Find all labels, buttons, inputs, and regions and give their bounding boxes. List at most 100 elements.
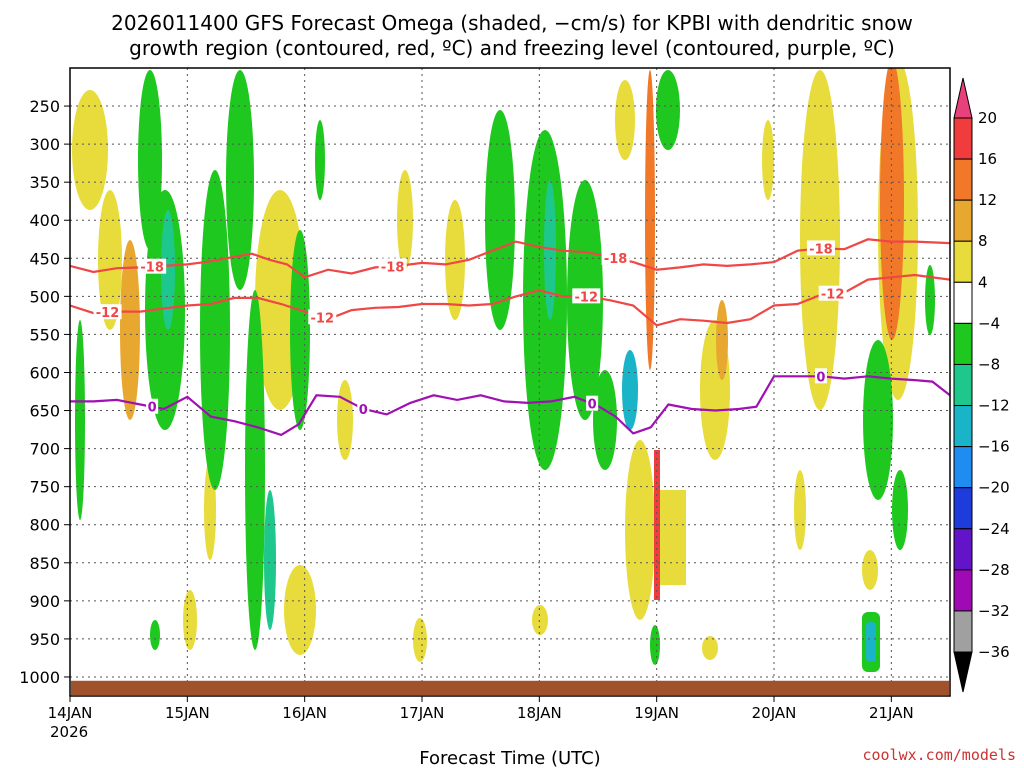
contour-label: -12 [821, 288, 845, 303]
omega-blob [413, 618, 427, 662]
omega-blob [264, 490, 276, 630]
omega-blob [650, 625, 660, 665]
y-tick-label: 250 [29, 97, 60, 116]
contour-label-background [814, 368, 827, 384]
omega-blob [75, 320, 85, 520]
x-tick-label: 17JAN [400, 704, 445, 722]
omega-blob [863, 340, 893, 500]
contour-line--18 [70, 238, 950, 279]
plot-frame [69, 67, 951, 697]
chart-title-line-1: 2026011400 GFS Forecast Omega (shaded, −… [111, 11, 913, 35]
colorbar-segment [953, 405, 973, 448]
omega-blob [337, 380, 353, 460]
y-tick-label: 1000 [19, 668, 60, 687]
omega-blob [593, 370, 617, 470]
omega-blob [183, 590, 197, 650]
omega-blob [702, 636, 718, 660]
colorbar-label: −4 [978, 314, 1000, 332]
omega-blob [200, 170, 230, 490]
grid-lines [70, 68, 950, 696]
contour-label-background [601, 250, 630, 266]
colorbar-segment [953, 199, 973, 242]
omega-blob [150, 620, 160, 650]
colorbar-label: −20 [978, 479, 1010, 497]
y-tick-label: 700 [29, 440, 60, 459]
colorbar-label: 8 [978, 232, 988, 250]
omega-blob [866, 622, 876, 662]
temperature-contours [70, 238, 950, 437]
omega-blob [660, 490, 686, 585]
y-tick-label: 350 [29, 173, 60, 192]
y-tick-label: 750 [29, 478, 60, 497]
contour-line-0 [70, 375, 950, 437]
y-tick-label: 900 [29, 592, 60, 611]
omega-blob [445, 200, 465, 320]
omega-blob [622, 350, 638, 430]
omega-blob [532, 605, 548, 635]
omega-blob [625, 440, 655, 620]
y-tick-label: 400 [29, 211, 60, 230]
omega-blob [245, 290, 265, 650]
contour-label: -18 [140, 261, 164, 276]
colorbar-bottom-arrow [953, 651, 973, 693]
omega-blob [485, 110, 515, 330]
contour-label: -18 [604, 252, 628, 267]
y-tick-label: 500 [29, 287, 60, 306]
colorbar-label: −28 [978, 561, 1010, 579]
x-tick-label: 16JAN [282, 704, 327, 722]
colorbar-segment [953, 610, 973, 653]
omega-blob [161, 210, 175, 330]
y-tick-label: 450 [29, 249, 60, 268]
colorbar-segment [953, 158, 973, 201]
x-tick-label: 14JAN [48, 704, 93, 722]
omega-blob [284, 565, 316, 655]
contour-labels: -18 -18 -18 -18 -12 -12 -12 -12 0 0 0 0 [93, 240, 847, 418]
contour-label-background [138, 258, 167, 274]
contour-label-background [806, 240, 835, 256]
x-tick-label: 21JAN [869, 704, 914, 722]
colorbar-label: 12 [978, 191, 997, 209]
x-tick-year-label: 2026 [50, 723, 88, 741]
x-axis-label: Forecast Time (UTC) [419, 748, 600, 768]
contour-label-background [93, 304, 122, 320]
colorbar-label: 20 [978, 109, 997, 127]
contour-label: -18 [381, 260, 405, 275]
omega-blob [544, 180, 556, 320]
omega-blob [615, 80, 635, 160]
y-axis: 250 300 350 400 450 500 550 600 650 700 750 800 850 9… [19, 97, 70, 687]
y-tick-label: 800 [29, 516, 60, 535]
credit-link[interactable]: coolwx.com/models [862, 746, 1016, 764]
contour-label: 0 [359, 403, 368, 418]
omega-blob [862, 550, 878, 590]
contour-label-background [357, 401, 370, 417]
y-tick-label: 950 [29, 630, 60, 649]
omega-blob [794, 470, 806, 550]
omega-blob [315, 120, 325, 200]
contour-label-background [378, 258, 407, 274]
colorbar-segment [953, 281, 973, 324]
colorbar-top-arrow [953, 77, 973, 119]
contour-label: 0 [148, 401, 157, 416]
contour-label-background [572, 288, 601, 304]
x-tick-label: 19JAN [634, 704, 679, 722]
omega-blob [397, 170, 413, 270]
contour-label: 0 [816, 370, 825, 385]
y-tick-label: 550 [29, 325, 60, 344]
colorbar-segment [953, 363, 973, 407]
contour-label: -18 [809, 242, 833, 257]
colorbar-segment [953, 446, 973, 489]
colorbar-segment [953, 487, 973, 530]
x-tick-label: 20JAN [752, 704, 797, 722]
omega-blob [645, 70, 655, 370]
omega-blob [72, 90, 108, 210]
chart-title-line-2: growth region (contoured, red, ºC) and f… [129, 36, 895, 60]
x-tick-label: 15JAN [165, 704, 210, 722]
contour-label-background [308, 309, 337, 325]
colorbar-segment [953, 322, 973, 365]
omega-shading [72, 68, 935, 672]
contour-label-background [586, 395, 599, 411]
colorbar-label: −16 [978, 438, 1010, 456]
y-tick-label: 650 [29, 402, 60, 421]
